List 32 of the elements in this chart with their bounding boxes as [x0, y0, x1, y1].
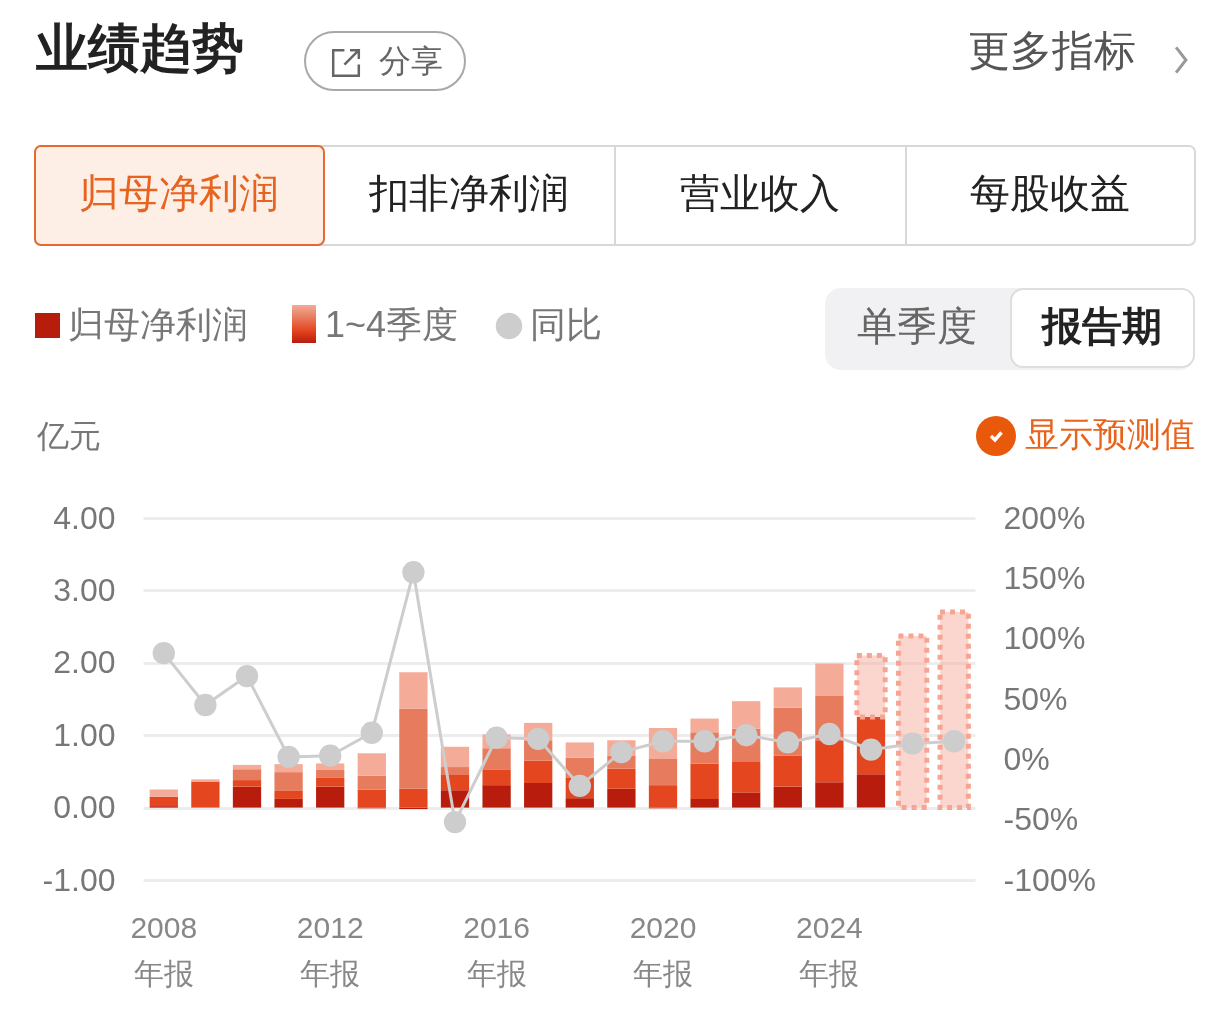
text: 1~4季度 [325, 304, 459, 345]
y2-tick-label: 200% [1003, 499, 1086, 536]
x-tick-label: 2024 年报 [796, 910, 863, 990]
text: 更多指标 [968, 27, 1136, 74]
text: 分享 [379, 43, 443, 79]
text: 扣非净利润 [368, 171, 569, 215]
x-tick-label: 2020 年报 [629, 910, 697, 990]
y-axis-title: 亿元 [35, 417, 101, 454]
y-tick-label: 3.00 [53, 571, 116, 608]
legend-label: 同比 [530, 304, 602, 345]
y2-tick-label: 50% [1003, 680, 1068, 717]
y-tick-label: 4.00 [53, 499, 116, 536]
legend-label: 归母净利润 [68, 304, 248, 345]
y2-tick-label: 0% [1003, 740, 1050, 777]
x-tick-label: 2008 年报 [130, 910, 198, 990]
x-tick-label: 2016 年报 [463, 910, 530, 990]
chart-title: 业绩趋势 [35, 19, 244, 77]
y-tick-label: -1.00 [42, 861, 116, 898]
y-tick-label: 0.00 [53, 789, 116, 826]
x-tick-label: 2012 年报 [296, 910, 364, 990]
text: 单季度 [857, 304, 977, 348]
text: 营业收入 [680, 171, 840, 215]
y-tick-label: 1.00 [53, 716, 116, 753]
y2-tick-label: 150% [1003, 559, 1086, 596]
text: 报告期 [1040, 304, 1162, 348]
text: 每股收益 [970, 171, 1130, 215]
text: 显示预测值 [1025, 415, 1195, 453]
y-tick-label: 2.00 [53, 644, 116, 681]
text: 归母净利润 [79, 171, 279, 215]
y2-tick-label: -100% [1003, 861, 1096, 898]
y2-tick-label: -50% [1003, 801, 1079, 838]
y2-tick-label: 100% [1003, 620, 1086, 657]
